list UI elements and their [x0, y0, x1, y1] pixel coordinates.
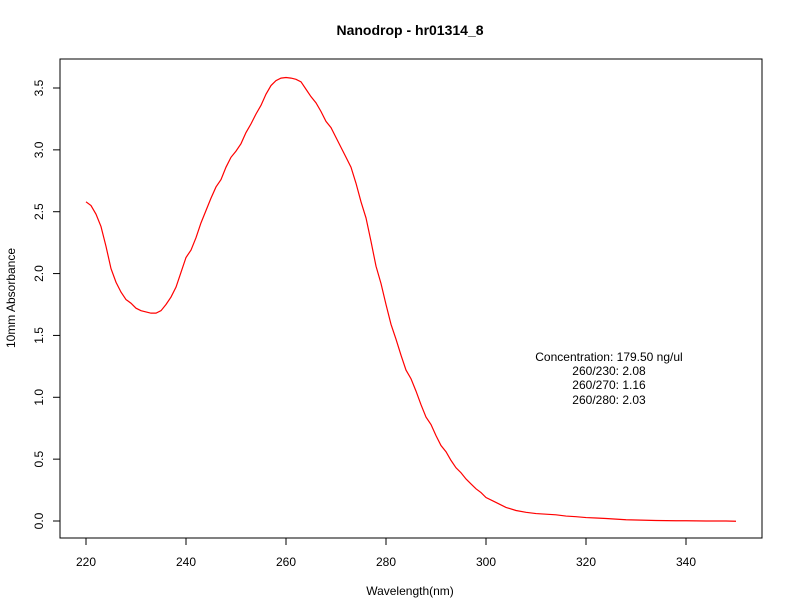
y-tick-label: 1.0	[32, 389, 46, 406]
x-tick-label: 340	[676, 555, 696, 569]
chart-title: Nanodrop - hr01314_8	[336, 22, 483, 38]
x-tick-label: 240	[176, 555, 196, 569]
y-tick-label: 3.5	[32, 79, 46, 96]
x-tick-label: 260	[276, 555, 296, 569]
x-tick-label: 280	[376, 555, 396, 569]
y-tick-label: 2.0	[32, 265, 46, 282]
absorbance-series-line	[85, 76, 737, 522]
plot-frame	[59, 58, 763, 539]
x-tick-label: 300	[476, 555, 496, 569]
annotation-box: Concentration: 179.50 ng/ul 260/230: 2.0…	[535, 350, 682, 407]
y-tick-label: 3.0	[32, 141, 46, 158]
y-tick-label: 1.5	[32, 327, 46, 344]
x-axis: 220 240 260 280 300 320 340	[76, 538, 696, 569]
x-tick-label: 320	[576, 555, 596, 569]
x-tick-label: 220	[76, 555, 96, 569]
y-tick-label: 0.5	[32, 450, 46, 467]
y-tick-label: 2.5	[32, 203, 46, 220]
annotation-ratio-260-270: 260/270: 1.16	[572, 378, 646, 392]
y-axis: 0.0 0.5 1.0 1.5 2.0 2.5 3.0 3.5	[32, 79, 60, 529]
annotation-concentration: Concentration: 179.50 ng/ul	[535, 350, 682, 364]
y-tick-label: 0.0	[32, 512, 46, 529]
x-axis-label: Wavelength(nm)	[366, 584, 454, 598]
annotation-ratio-260-280: 260/280: 2.03	[572, 393, 646, 407]
y-axis-label: 10mm Absorbance	[4, 248, 18, 348]
annotation-ratio-260-230: 260/230: 2.08	[572, 364, 646, 378]
